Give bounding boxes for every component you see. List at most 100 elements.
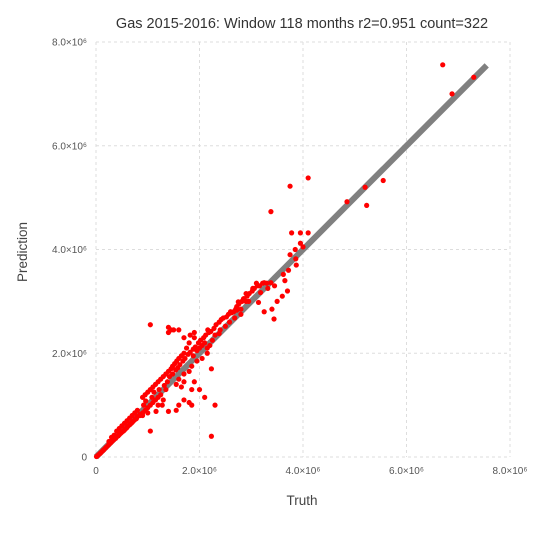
data-point [246, 299, 251, 304]
data-point [181, 371, 186, 376]
data-point [174, 408, 179, 413]
data-point [210, 338, 215, 343]
data-point [176, 327, 181, 332]
data-point [160, 403, 165, 408]
y-tick-label: 4.0×10⁶ [52, 245, 87, 256]
x-tick-label: 8.0×10⁶ [493, 466, 528, 477]
data-point [281, 272, 286, 277]
data-point [227, 320, 232, 325]
data-point [275, 299, 280, 304]
data-point [202, 395, 207, 400]
data-point [122, 421, 127, 426]
data-point [271, 316, 276, 321]
data-point [205, 345, 210, 350]
data-point [289, 230, 294, 235]
data-point [143, 398, 148, 403]
data-point [157, 387, 162, 392]
x-tick-labels: 0 2.0×10⁶ 4.0×10⁶ 6.0×10⁶ 8.0×10⁶ [93, 466, 527, 477]
data-point [231, 309, 236, 314]
data-point [151, 390, 156, 395]
data-point [174, 382, 179, 387]
data-point [176, 377, 181, 382]
data-point [293, 256, 298, 261]
data-point [258, 290, 263, 295]
data-point [471, 75, 476, 80]
data-point [192, 335, 197, 340]
x-tick-label: 2.0×10⁶ [182, 466, 217, 477]
data-point [127, 415, 132, 420]
data-point [287, 184, 292, 189]
data-point [306, 230, 311, 235]
data-point [165, 379, 170, 384]
data-point [187, 369, 192, 374]
data-point [199, 356, 204, 361]
y-tick-label: 2.0×10⁶ [52, 349, 87, 360]
scatter-points [94, 62, 476, 459]
data-point [268, 209, 273, 214]
data-point [189, 403, 194, 408]
data-point [363, 185, 368, 190]
data-point [153, 409, 158, 414]
data-point [132, 410, 137, 415]
data-point [294, 262, 299, 267]
x-tick-label: 6.0×10⁶ [389, 466, 424, 477]
data-point [238, 312, 243, 317]
data-point [298, 230, 303, 235]
data-point [179, 384, 184, 389]
data-point [287, 252, 292, 257]
y-tick-label: 6.0×10⁶ [52, 141, 87, 152]
data-point [148, 322, 153, 327]
data-point [205, 351, 210, 356]
data-point [94, 454, 99, 459]
data-point [193, 344, 198, 349]
y-axis-label: Prediction [15, 222, 30, 282]
data-point [112, 433, 117, 438]
data-point [381, 178, 386, 183]
data-point [161, 397, 166, 402]
data-point [285, 288, 290, 293]
data-point [170, 371, 175, 376]
data-point [106, 439, 111, 444]
data-point [166, 409, 171, 414]
data-point [181, 335, 186, 340]
x-tick-label: 0 [93, 466, 99, 477]
data-point [212, 332, 217, 337]
data-point [209, 434, 214, 439]
data-point [280, 294, 285, 299]
data-point [187, 340, 192, 345]
data-point [232, 315, 237, 320]
data-point [300, 244, 305, 249]
data-point [306, 175, 311, 180]
y-tick-labels: 0 2.0×10⁶ 4.0×10⁶ 6.0×10⁶ 8.0×10⁶ [52, 38, 87, 464]
data-point [182, 356, 187, 361]
data-point [364, 203, 369, 208]
data-point [149, 395, 154, 400]
data-point [181, 379, 186, 384]
data-point [176, 403, 181, 408]
data-point [265, 286, 270, 291]
x-tick-label: 4.0×10⁶ [286, 466, 321, 477]
data-point [212, 403, 217, 408]
data-point [168, 327, 173, 332]
data-point [282, 278, 287, 283]
data-point [449, 91, 454, 96]
data-point [256, 300, 261, 305]
data-point [192, 379, 197, 384]
x-axis-label: Truth [286, 493, 317, 508]
data-point [117, 426, 122, 431]
data-point [148, 428, 153, 433]
data-point [189, 387, 194, 392]
data-point [269, 307, 274, 312]
data-point [293, 247, 298, 252]
data-point [260, 281, 265, 286]
data-point [184, 345, 189, 350]
data-point [262, 309, 267, 314]
data-point [194, 358, 199, 363]
data-point [189, 364, 194, 369]
chart-title: Gas 2015-2016: Window 118 months r2=0.95… [116, 16, 488, 32]
data-point [223, 324, 228, 329]
data-point [440, 62, 445, 67]
y-tick-label: 0 [81, 453, 87, 464]
data-point [286, 268, 291, 273]
